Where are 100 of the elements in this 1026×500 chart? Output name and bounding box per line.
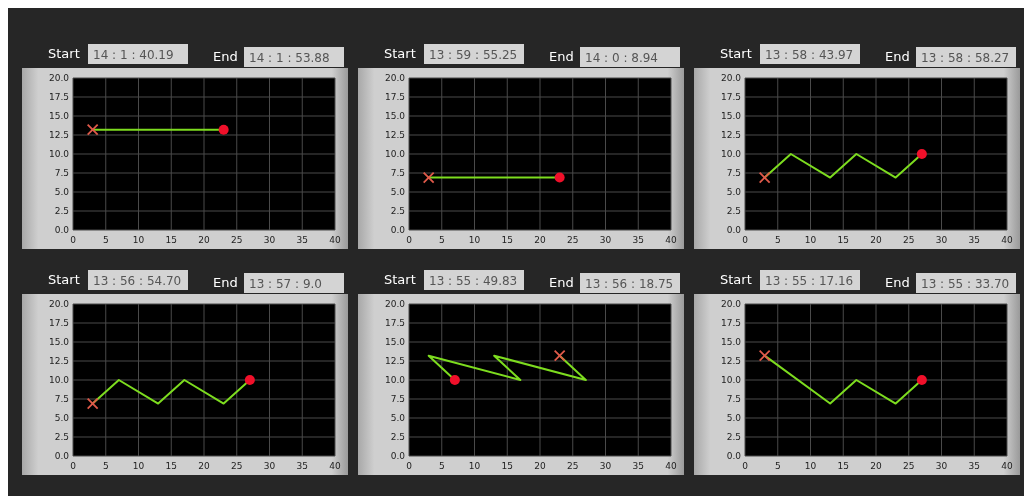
text: 13 : 56 : 54.70 [93, 274, 182, 288]
x-tick-label: 30 [599, 235, 612, 245]
y-tick-label: 17.5 [384, 318, 405, 328]
x-tick-label: 30 [263, 235, 276, 245]
y-tick-label: 2.5 [390, 432, 405, 442]
x-tick-label: 25 [231, 235, 243, 245]
x-tick-label: 20 [870, 235, 882, 245]
text: 13 : 58 : 58.27 [921, 51, 1010, 65]
y-tick-label: 2.5 [54, 432, 69, 442]
x-tick-label: 5 [102, 461, 109, 471]
x-tick-label: 10 [804, 235, 817, 245]
y-tick-label: 20.0 [48, 299, 70, 309]
x-tick-label: 20 [870, 461, 882, 471]
text: 14 : 0 : 8.94 [585, 51, 658, 65]
y-tick-label: 7.5 [54, 168, 69, 178]
x-tick-label: 30 [935, 461, 948, 471]
x-tick-label: 15 [501, 461, 513, 471]
x-tick-label: 40 [329, 461, 341, 471]
text: 13 : 55 : 33.70 [921, 277, 1010, 291]
y-tick-label: 20.0 [720, 299, 742, 309]
x-tick-label: 15 [501, 235, 513, 245]
y-tick-label: 12.5 [720, 130, 741, 140]
x-tick-label: 30 [935, 235, 948, 245]
text: End [549, 275, 574, 290]
y-tick-label: 10.0 [720, 149, 742, 159]
x-tick-label: 5 [438, 461, 445, 471]
x-tick-label: 40 [329, 235, 341, 245]
y-tick-label: 10.0 [48, 149, 70, 159]
y-tick-label: 10.0 [384, 149, 406, 159]
x-tick-label: 35 [296, 461, 308, 471]
x-tick-label: 15 [837, 461, 849, 471]
y-tick-label: 2.5 [54, 206, 69, 216]
y-tick-label: 7.5 [390, 394, 405, 404]
y-tick-label: 0.0 [390, 451, 406, 461]
y-tick-label: 0.0 [54, 451, 70, 461]
text: End [885, 49, 910, 64]
y-tick-label: 20.0 [48, 73, 70, 83]
text: 13 : 57 : 9.0 [249, 277, 322, 291]
text: Start [720, 272, 752, 287]
y-tick-label: 7.5 [726, 168, 741, 178]
y-tick-label: 12.5 [720, 356, 741, 366]
y-tick-label: 7.5 [54, 394, 69, 404]
x-tick-label: 10 [132, 461, 145, 471]
x-tick-label: 25 [903, 461, 915, 471]
y-tick-label: 5.0 [726, 413, 742, 423]
x-tick-label: 5 [102, 235, 109, 245]
y-tick-label: 2.5 [390, 206, 405, 216]
x-tick-label: 0 [742, 461, 749, 471]
y-tick-label: 2.5 [726, 432, 741, 442]
x-tick-label: 15 [165, 461, 177, 471]
text: 13 : 59 : 55.25 [429, 48, 518, 62]
y-tick-label: 5.0 [54, 187, 70, 197]
text: End [885, 275, 910, 290]
y-tick-label: 5.0 [390, 413, 406, 423]
y-tick-label: 5.0 [390, 187, 406, 197]
y-tick-label: 5.0 [726, 187, 742, 197]
text: End [549, 49, 574, 64]
text: 13 : 58 : 43.97 [765, 48, 854, 62]
text: 13 : 55 : 49.83 [429, 274, 518, 288]
x-tick-label: 10 [468, 235, 481, 245]
text: 14 : 1 : 53.88 [249, 51, 330, 65]
x-tick-label: 30 [599, 461, 612, 471]
y-tick-label: 17.5 [48, 92, 69, 102]
y-tick-label: 0.0 [726, 451, 742, 461]
text: Start [720, 46, 752, 61]
text: 14 : 1 : 40.19 [93, 48, 174, 62]
y-tick-label: 15.0 [720, 337, 742, 347]
x-tick-label: 15 [837, 235, 849, 245]
x-tick-label: 40 [1001, 235, 1013, 245]
x-tick-label: 20 [534, 235, 546, 245]
y-tick-label: 17.5 [720, 318, 741, 328]
x-tick-label: 35 [632, 235, 644, 245]
x-tick-label: 10 [468, 461, 481, 471]
y-tick-label: 0.0 [390, 225, 406, 235]
y-tick-label: 15.0 [48, 337, 70, 347]
x-tick-label: 25 [903, 235, 915, 245]
y-tick-label: 7.5 [726, 394, 741, 404]
y-tick-label: 17.5 [384, 92, 405, 102]
y-tick-label: 12.5 [48, 130, 69, 140]
x-tick-label: 25 [231, 461, 243, 471]
y-tick-label: 17.5 [48, 318, 69, 328]
text: Start [384, 272, 416, 287]
x-tick-label: 15 [165, 235, 177, 245]
x-tick-label: 20 [534, 461, 546, 471]
y-tick-label: 5.0 [54, 413, 70, 423]
x-tick-label: 40 [665, 235, 677, 245]
x-tick-label: 10 [804, 461, 817, 471]
x-tick-label: 0 [70, 235, 77, 245]
y-tick-label: 15.0 [384, 337, 406, 347]
y-tick-label: 10.0 [48, 375, 70, 385]
text: Start [48, 46, 80, 61]
y-tick-label: 2.5 [726, 206, 741, 216]
y-tick-label: 10.0 [720, 375, 742, 385]
y-tick-label: 15.0 [720, 111, 742, 121]
y-tick-label: 20.0 [384, 73, 406, 83]
x-tick-label: 5 [774, 461, 781, 471]
text: 13 : 55 : 17.16 [765, 274, 854, 288]
y-tick-label: 15.0 [384, 111, 406, 121]
x-tick-label: 0 [406, 461, 413, 471]
text: Start [48, 272, 80, 287]
